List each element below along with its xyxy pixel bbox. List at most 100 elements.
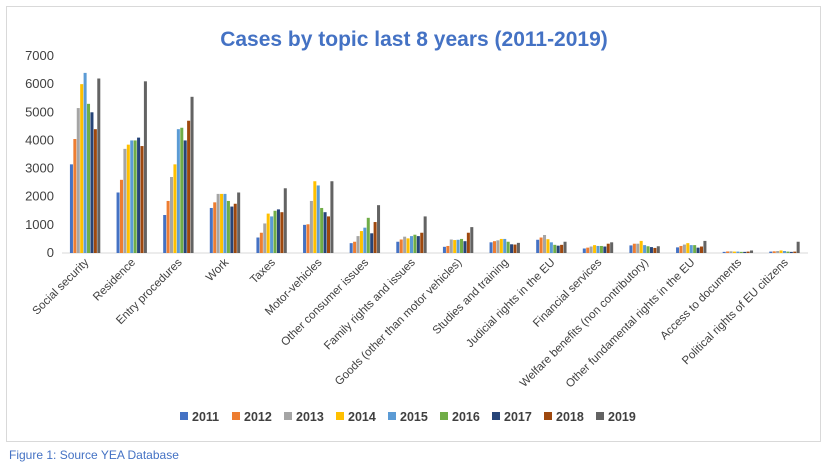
bar-2012 xyxy=(306,224,310,253)
legend-label: 2019 xyxy=(608,410,636,424)
bar-2011 xyxy=(69,164,73,253)
bar-2014 xyxy=(220,193,224,253)
bar-2012 xyxy=(679,245,683,253)
bar-2014 xyxy=(359,231,363,253)
bar-2014 xyxy=(453,240,457,253)
bar-2016 xyxy=(226,200,230,253)
category-label: Work xyxy=(204,256,231,283)
bar-2011 xyxy=(582,248,586,253)
bar-2012 xyxy=(353,241,357,253)
bar-2014 xyxy=(593,245,597,253)
bar-2015 xyxy=(130,140,134,253)
bar-2012 xyxy=(492,241,496,253)
bar-2017 xyxy=(696,247,700,253)
bar-2013 xyxy=(263,223,267,253)
bar-2018 xyxy=(746,251,750,253)
bar-2011 xyxy=(536,239,540,253)
legend-swatch xyxy=(180,412,188,420)
legend-swatch xyxy=(440,412,448,420)
bar-2019 xyxy=(377,205,381,253)
bar-2019 xyxy=(330,181,334,253)
legend-label: 2014 xyxy=(348,410,376,424)
chart-title: Cases by topic last 8 years (2011-2019) xyxy=(220,28,608,51)
bar-2019 xyxy=(190,96,194,253)
bar-2017 xyxy=(276,209,280,253)
bar-2014 xyxy=(80,84,84,253)
legend-swatch xyxy=(388,412,396,420)
bar-2015 xyxy=(596,245,600,253)
bar-2012 xyxy=(586,247,590,253)
bar-2011 xyxy=(116,192,120,253)
bar-2018 xyxy=(606,243,610,253)
bar-2014 xyxy=(779,250,783,253)
bar-2012 xyxy=(119,179,123,253)
bar-2011 xyxy=(769,251,773,253)
y-tick-label: 7000 xyxy=(25,48,54,63)
category-label: Family rights and issues xyxy=(322,256,418,352)
bar-2019 xyxy=(237,192,241,253)
bar-2017 xyxy=(510,244,514,253)
bar-2014 xyxy=(266,213,270,253)
bar-2013 xyxy=(309,200,313,253)
bar-2019 xyxy=(656,246,660,253)
bar-2015 xyxy=(782,251,786,253)
legend-swatch xyxy=(284,412,292,420)
bar-2013 xyxy=(170,177,174,253)
category-label: Residence xyxy=(91,257,138,304)
bar-2014 xyxy=(639,240,643,253)
bar-2016 xyxy=(133,140,137,253)
bar-2018 xyxy=(513,244,517,253)
y-tick-label: 4000 xyxy=(25,132,54,147)
bar-2019 xyxy=(703,240,707,253)
category-label: Taxes xyxy=(248,256,278,286)
bar-2015 xyxy=(549,242,553,253)
bar-2012 xyxy=(632,243,636,253)
bar-2017 xyxy=(370,233,374,253)
bar-2013 xyxy=(216,193,220,253)
bar-2012 xyxy=(166,200,170,253)
bar-2013 xyxy=(682,244,686,253)
bar-2016 xyxy=(506,241,510,253)
bar-2014 xyxy=(126,144,130,253)
bar-2015 xyxy=(176,129,180,253)
bar-2011 xyxy=(163,215,167,253)
bar-2016 xyxy=(87,103,91,253)
bar-2019 xyxy=(97,78,101,253)
bar-2017 xyxy=(603,246,607,253)
bar-2018 xyxy=(326,216,331,253)
bar-2019 xyxy=(796,241,800,253)
bar-2019 xyxy=(423,216,427,253)
bar-2018 xyxy=(560,244,564,253)
bar-2012 xyxy=(446,245,450,253)
bar-2018 xyxy=(373,222,377,253)
bar-2016 xyxy=(786,251,790,253)
bar-2016 xyxy=(460,238,464,253)
y-tick-label: 1000 xyxy=(25,217,54,232)
bar-2016 xyxy=(646,246,650,253)
bar-2016 xyxy=(693,245,697,253)
bar-2014 xyxy=(173,164,177,253)
bar-2016 xyxy=(180,127,184,253)
bar-2017 xyxy=(90,112,94,253)
bar-2018 xyxy=(793,251,797,253)
bar-2017 xyxy=(416,236,420,253)
bar-2015 xyxy=(456,239,460,253)
bar-2016 xyxy=(273,210,277,253)
bar-2012 xyxy=(772,251,776,253)
bar-2013 xyxy=(589,246,593,253)
bars xyxy=(69,72,800,253)
bar-2014 xyxy=(313,181,317,253)
bar-2018 xyxy=(187,120,191,253)
bar-2015 xyxy=(223,193,227,253)
bar-2011 xyxy=(256,237,260,253)
bar-2018 xyxy=(93,129,97,253)
legend-label: 2013 xyxy=(296,410,324,424)
y-axis: 0 1000 2000 3000 4000 5000 6000 7000 xyxy=(25,48,54,260)
bar-2016 xyxy=(366,217,370,253)
bar-2018 xyxy=(466,232,470,253)
bar-2019 xyxy=(283,188,287,253)
bar-2016 xyxy=(599,245,603,253)
bar-2017 xyxy=(137,137,141,253)
bar-2015 xyxy=(409,236,413,253)
bar-2011 xyxy=(209,207,213,253)
